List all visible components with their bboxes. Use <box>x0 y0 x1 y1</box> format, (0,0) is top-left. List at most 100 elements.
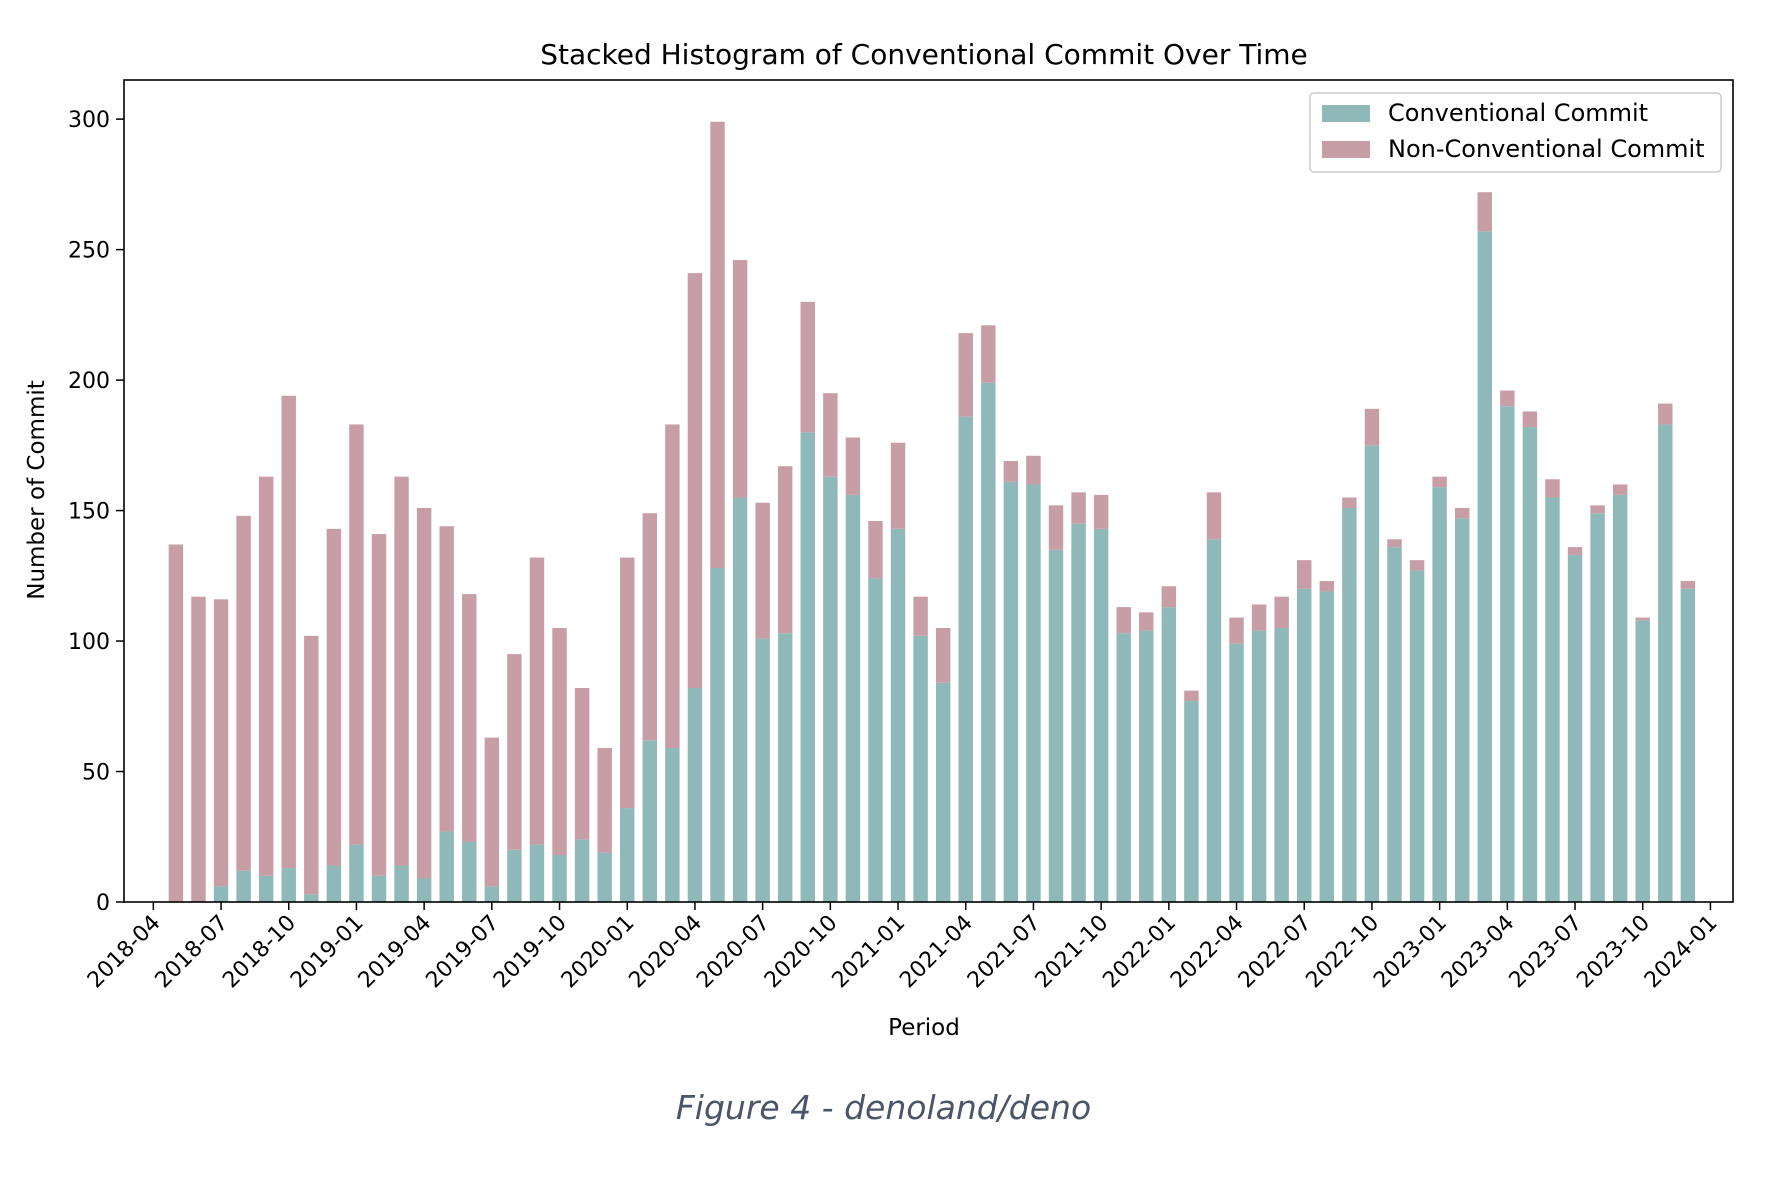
bar-conventional-2020-09 <box>800 432 815 902</box>
bar-non-conventional-2020-09 <box>800 301 815 433</box>
bar-conventional-2021-02 <box>913 635 928 902</box>
bar-conventional-2020-04 <box>687 688 703 902</box>
bar-conventional-2018-08 <box>236 870 251 902</box>
bar-conventional-2021-09 <box>1071 523 1086 902</box>
bar-non-conventional-2022-11 <box>1387 539 1402 548</box>
bar-conventional-2023-01 <box>1432 487 1447 902</box>
y-axis: 0 50 100 150 200 250 300 <box>68 108 124 916</box>
bar-conventional-2022-04 <box>1229 643 1244 902</box>
bar-non-conventional-2019-07 <box>484 737 500 887</box>
bar-conventional-2021-08 <box>1048 549 1064 902</box>
bar-conventional-2021-03 <box>935 682 951 902</box>
bar-conventional-2021-05 <box>981 382 996 902</box>
x-tick-label: 2023-01 <box>1369 911 1452 994</box>
bar-conventional-2022-01 <box>1161 607 1177 902</box>
bar-non-conventional-2022-08 <box>1319 581 1335 592</box>
bar-conventional-2023-05 <box>1522 427 1538 902</box>
x-tick-label: 2021-07 <box>963 911 1046 994</box>
y-tick-label: 200 <box>68 369 110 394</box>
bar-non-conventional-2020-12 <box>868 521 883 579</box>
x-axis: 2018-042018-072018-102019-012019-042019-… <box>83 902 1723 993</box>
bar-conventional-2019-08 <box>507 849 522 902</box>
bar-conventional-2021-11 <box>1116 633 1131 902</box>
bar-non-conventional-2023-12 <box>1680 581 1696 589</box>
bar-non-conventional-2021-03 <box>935 628 951 683</box>
x-tick-label: 2018-07 <box>151 911 234 994</box>
chart-title: Stacked Histogram of Conventional Commit… <box>540 38 1308 71</box>
figure-caption: Figure 4 - denoland/deno <box>675 1088 1092 1127</box>
bar-non-conventional-2019-05 <box>439 526 454 832</box>
bar-conventional-2019-03 <box>394 865 409 902</box>
bar-conventional-2018-07 <box>213 886 229 902</box>
bar-non-conventional-2019-06 <box>462 594 477 842</box>
bar-non-conventional-2018-08 <box>236 515 251 871</box>
x-tick-label: 2020-01 <box>557 911 640 994</box>
x-tick-label: 2021-10 <box>1031 911 1114 994</box>
bar-conventional-2021-06 <box>1003 481 1019 902</box>
y-axis-label: Number of Commit <box>24 380 50 600</box>
bar-conventional-2021-12 <box>1139 630 1154 902</box>
bar-conventional-2019-09 <box>529 844 545 902</box>
bar-non-conventional-2018-12 <box>326 528 342 866</box>
bar-non-conventional-2022-09 <box>1342 497 1357 508</box>
bar-conventional-2023-08 <box>1590 513 1605 902</box>
bar-conventional-2022-08 <box>1319 591 1335 902</box>
bar-conventional-2020-02 <box>642 740 658 902</box>
bar-conventional-2020-10 <box>823 476 838 902</box>
x-tick-label: 2022-10 <box>1302 911 1385 994</box>
x-tick-label: 2021-04 <box>895 911 978 994</box>
x-tick-label: 2023-10 <box>1572 911 1655 994</box>
bar-conventional-2022-02 <box>1184 701 1199 902</box>
bar-conventional-2023-10 <box>1635 620 1650 902</box>
bar-conventional-2023-06 <box>1545 497 1560 902</box>
bar-conventional-2022-09 <box>1342 507 1357 902</box>
bar-conventional-2018-09 <box>258 875 274 902</box>
bar-non-conventional-2020-03 <box>665 424 680 749</box>
bar-conventional-2023-09 <box>1612 494 1628 902</box>
x-tick-label: 2019-10 <box>489 911 572 994</box>
bar-non-conventional-2023-01 <box>1432 476 1447 488</box>
bar-non-conventional-2023-06 <box>1545 479 1560 498</box>
bar-non-conventional-2018-10 <box>281 395 296 869</box>
bar-conventional-2023-04 <box>1500 406 1515 902</box>
bar-conventional-2019-11 <box>574 839 590 902</box>
bar-conventional-2020-05 <box>710 567 725 902</box>
bar-conventional-2022-12 <box>1409 570 1425 902</box>
bar-non-conventional-2022-12 <box>1409 560 1425 571</box>
bar-non-conventional-2021-08 <box>1048 505 1064 550</box>
bar-non-conventional-2021-09 <box>1071 492 1086 524</box>
bar-conventional-2023-02 <box>1454 518 1470 902</box>
bar-non-conventional-2023-02 <box>1454 507 1470 519</box>
bar-non-conventional-2023-08 <box>1590 505 1605 514</box>
x-tick-label: 2020-07 <box>692 911 775 994</box>
bar-conventional-2019-04 <box>416 878 432 902</box>
plot-frame <box>123 79 1734 903</box>
x-tick-label: 2018-04 <box>83 911 166 994</box>
legend-label: Non-Conventional Commit <box>1388 135 1705 163</box>
bar-conventional-2022-05 <box>1251 630 1267 902</box>
bar-conventional-2020-08 <box>777 633 793 902</box>
bar-conventional-2022-07 <box>1297 588 1312 902</box>
bar-non-conventional-2019-11 <box>574 688 590 840</box>
bar-conventional-2022-10 <box>1364 445 1380 902</box>
x-tick-label: 2023-07 <box>1505 911 1588 994</box>
y-tick-label: 0 <box>96 891 110 916</box>
legend-label: Conventional Commit <box>1388 99 1648 127</box>
bar-conventional-2019-10 <box>552 855 567 902</box>
bar-non-conventional-2023-07 <box>1567 547 1583 555</box>
y-tick-label: 100 <box>68 630 110 655</box>
bar-non-conventional-2022-02 <box>1184 690 1199 702</box>
bars-group <box>168 121 1696 902</box>
bar-conventional-2022-03 <box>1206 539 1222 902</box>
bar-conventional-2019-06 <box>462 841 477 902</box>
bar-conventional-2018-10 <box>281 868 296 902</box>
legend-swatch <box>1322 105 1370 122</box>
bar-non-conventional-2018-07 <box>213 599 229 887</box>
bar-non-conventional-2022-07 <box>1297 560 1312 589</box>
bar-non-conventional-2023-04 <box>1500 390 1515 407</box>
bar-non-conventional-2020-07 <box>755 502 770 639</box>
x-tick-label: 2023-04 <box>1437 911 1520 994</box>
bar-non-conventional-2022-01 <box>1161 586 1177 608</box>
bar-non-conventional-2018-11 <box>304 635 319 895</box>
